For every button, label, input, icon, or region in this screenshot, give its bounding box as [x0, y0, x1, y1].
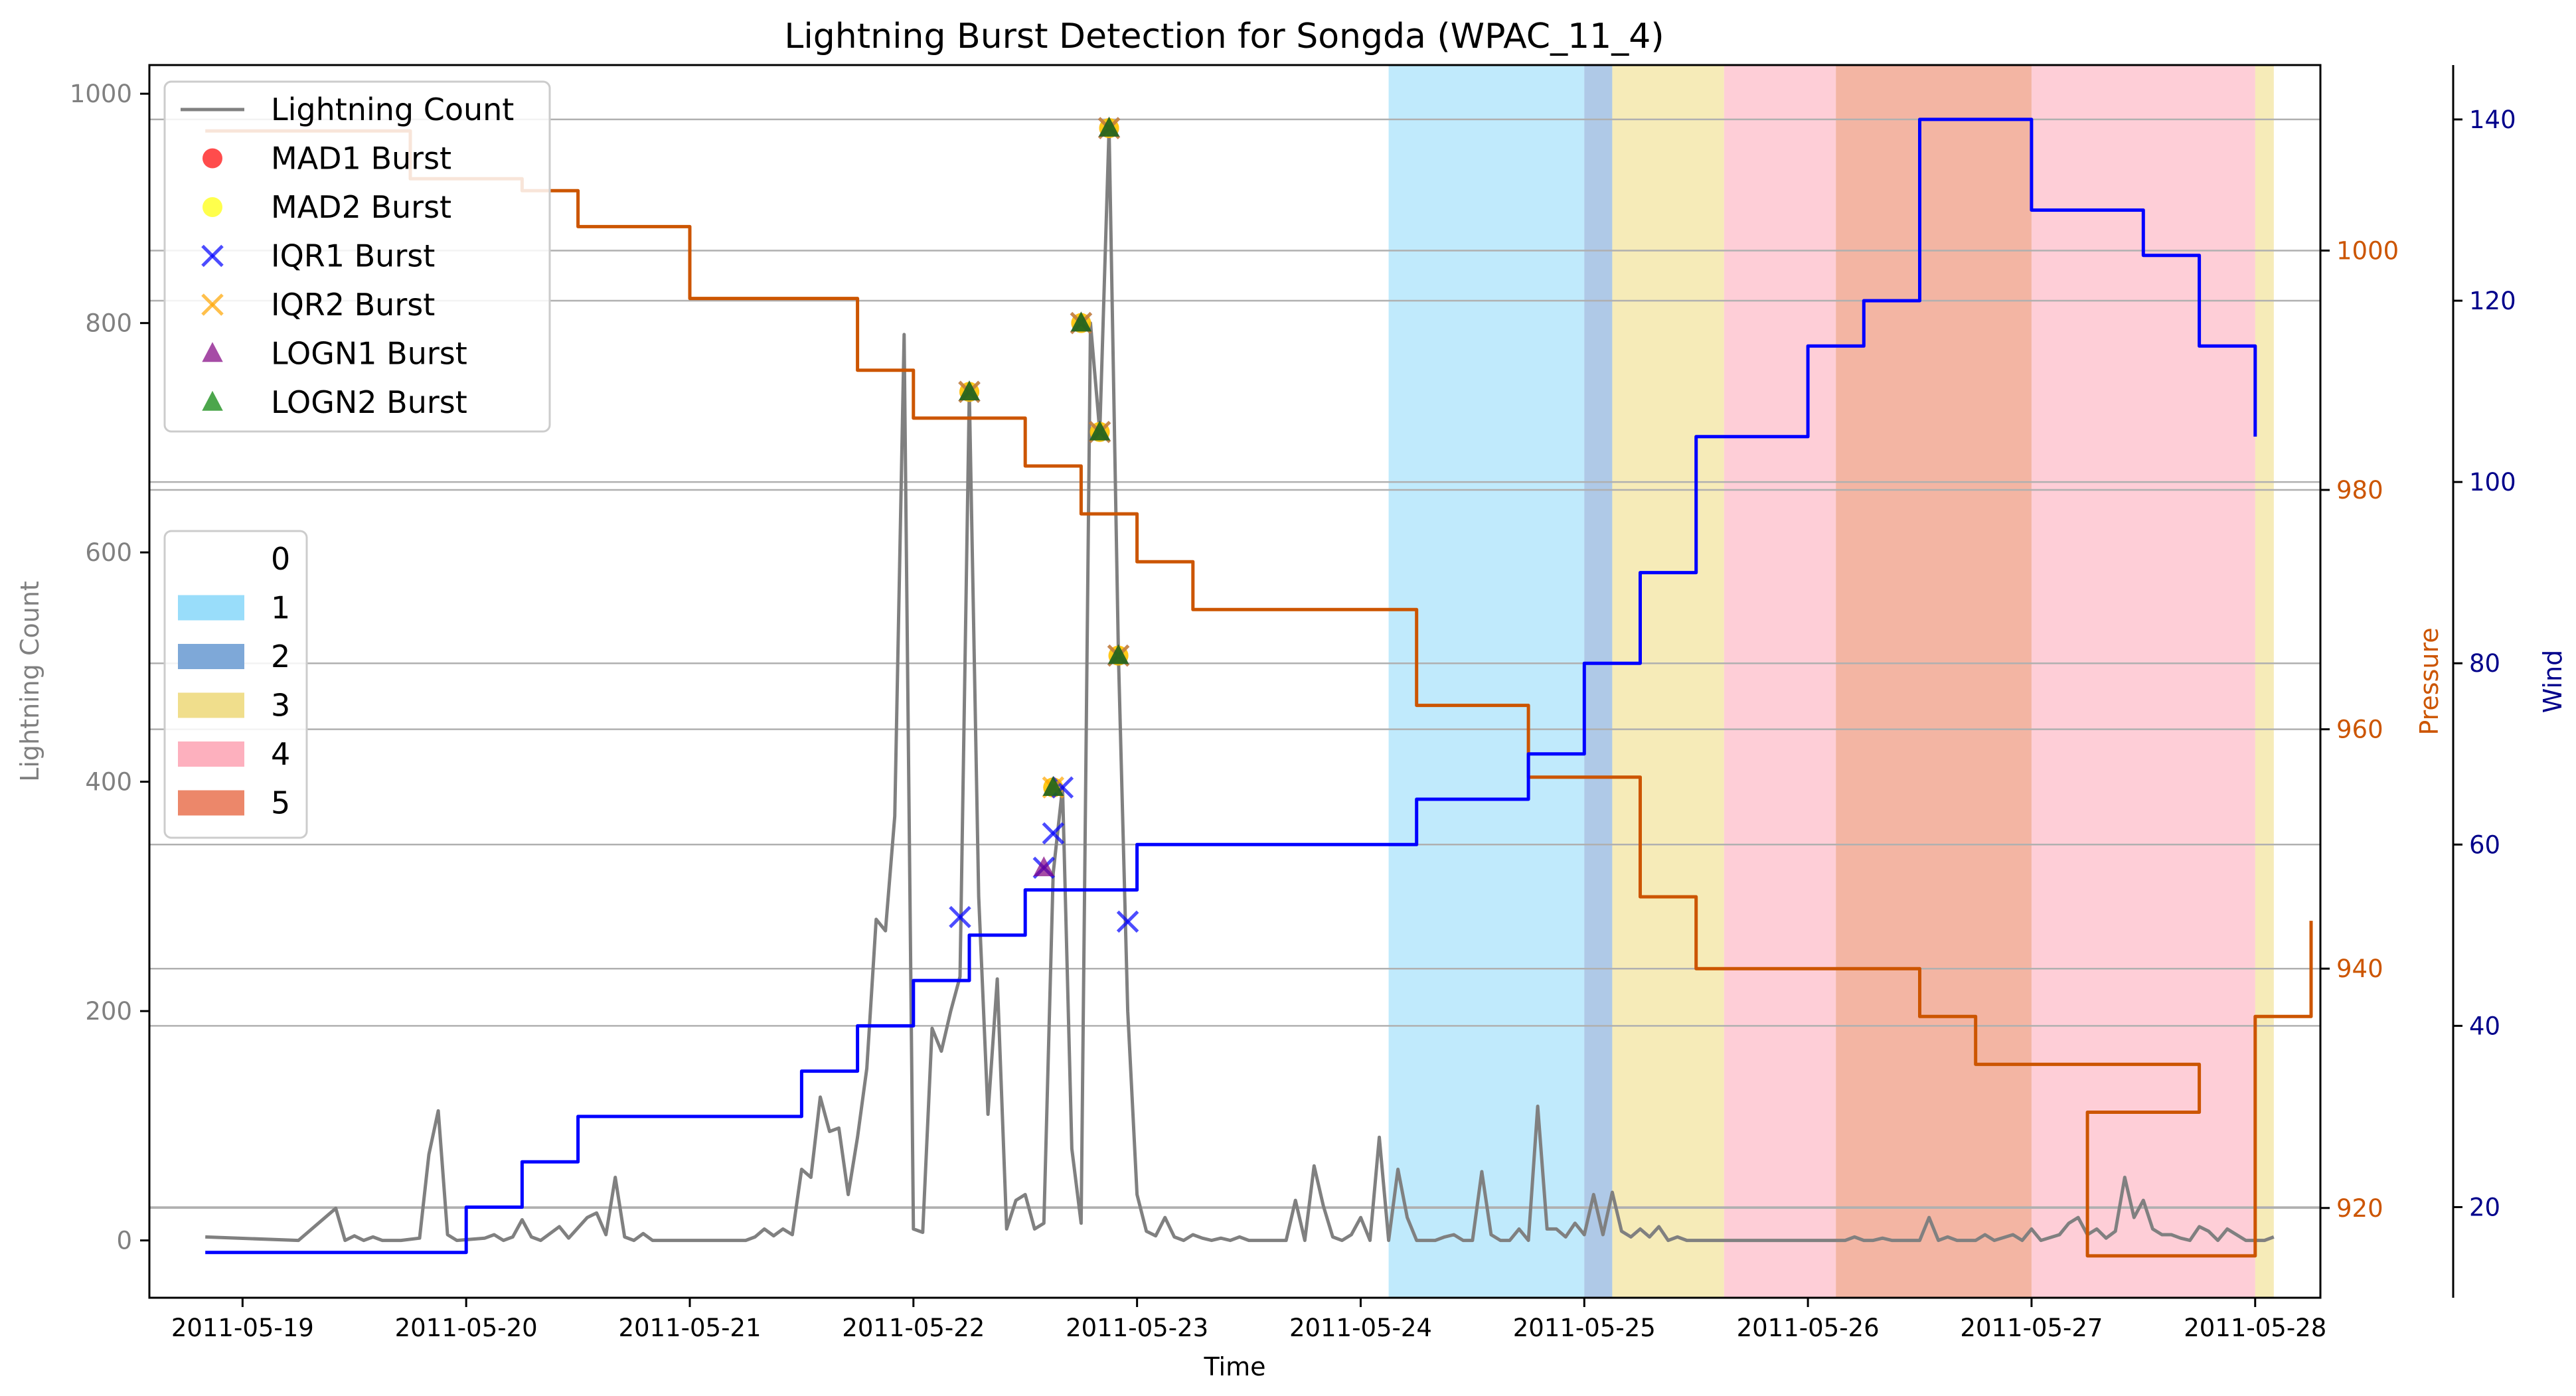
- category-legend: 0 1 2 3 4 5: [163, 530, 308, 839]
- legend-label-logn1-burst: LOGN1 Burst: [271, 336, 467, 372]
- x-tick-label: 2011-05-22: [842, 1314, 985, 1342]
- lightning-tick-label: 400: [85, 768, 132, 797]
- category-swatch-2: [178, 644, 244, 669]
- x-tick-label: 2011-05-27: [1960, 1314, 2103, 1342]
- category-swatch-5: [178, 790, 244, 816]
- wind-tick-label: 60: [2469, 830, 2500, 859]
- axes: 2011-05-19 2011-05-20 2011-05-21 2011-05-22…: [15, 64, 2567, 1381]
- legend-label-mad2-burst: MAD2 Burst: [271, 189, 451, 225]
- logn2-burst-marker-3: [1089, 420, 1111, 441]
- chart-title: Lightning Burst Detection for Songda (WP…: [784, 17, 1664, 56]
- category-swatch-4: [178, 741, 244, 767]
- category-swatch-0: [178, 546, 244, 572]
- category-band-4: [2031, 65, 2255, 1298]
- lightning-tick-label: 0: [116, 1227, 132, 1255]
- series-legend: Lightning Count MAD1 Burst MAD2 Burst IQR1 …: [163, 80, 551, 433]
- burst-markers: [949, 116, 1139, 933]
- iqr1-burst-marker-1-stroke-b: [949, 905, 971, 929]
- series-legend-frame: [163, 80, 551, 433]
- logn2-burst-marker-1: [1042, 776, 1064, 796]
- wind-tick-label: 140: [2469, 106, 2516, 134]
- x-tick-label: 2011-05-26: [1737, 1314, 1880, 1342]
- legend-swatch-logn2-burst: [202, 390, 223, 411]
- category-swatch-3: [178, 692, 244, 718]
- legend-swatch-iqr1-burst: [201, 244, 224, 268]
- x-tick-label: 2011-05-25: [1513, 1314, 1656, 1342]
- iqr1-burst-marker-9: [1116, 910, 1139, 933]
- lightning-tick-label: 200: [85, 997, 132, 1026]
- series-line-wind: [205, 117, 2257, 1255]
- wind-tick-label: 20: [2469, 1193, 2500, 1221]
- iqr1-burst-marker-1: [949, 905, 971, 929]
- legend-swatch-iqr2-burst: [201, 293, 224, 316]
- x-tick-label: 2011-05-19: [171, 1314, 314, 1342]
- legend-label-lightning-count: Lightning Count: [271, 92, 514, 127]
- wind-tick-label: 120: [2469, 287, 2516, 315]
- wind-tick-label: 80: [2469, 649, 2500, 678]
- iqr1-burst-marker-3-stroke-b: [1042, 822, 1065, 845]
- category-label-0: 0: [271, 541, 290, 577]
- x-tick-label: 2011-05-23: [1066, 1314, 1208, 1342]
- horizontal-gridlines: [149, 118, 2320, 1209]
- legend-label-logn2-burst: LOGN2 Burst: [271, 384, 467, 420]
- plot-frame: [148, 64, 2322, 1299]
- pressure-tick-label: 960: [2336, 716, 2383, 744]
- legend-swatch-mad2-burst: [202, 197, 222, 217]
- x-tick-label: 2011-05-21: [618, 1314, 761, 1342]
- pressure-tick-label: 980: [2336, 476, 2383, 504]
- logn1-burst-marker-1: [1033, 856, 1054, 876]
- category-label-5: 5: [271, 785, 290, 821]
- logn2-burst-marker-4: [1098, 116, 1120, 137]
- wind-tick-label: 100: [2469, 468, 2516, 497]
- category-band-2: [1584, 65, 1613, 1298]
- lightning-tick-label: 600: [85, 538, 132, 567]
- category-band-5: [1836, 65, 2032, 1298]
- pressure-tick-label: 920: [2336, 1194, 2383, 1223]
- iqr1-burst-marker-3: [1042, 822, 1065, 845]
- legend-label-iqr2-burst: IQR2 Burst: [271, 287, 435, 323]
- x-tick-label: 2011-05-20: [395, 1314, 538, 1342]
- category-band-3: [1612, 65, 1724, 1298]
- series-lines: [205, 117, 2313, 1258]
- category-label-3: 3: [271, 688, 290, 724]
- iqr1-burst-marker-9-stroke-b: [1116, 910, 1139, 933]
- lightning-axis-label: Lightning Count: [15, 581, 44, 782]
- category-label-2: 2: [271, 639, 290, 674]
- wind-tick-label: 40: [2469, 1012, 2500, 1040]
- logn2-burst-marker-5: [1107, 644, 1129, 664]
- legend-label-iqr1-burst: IQR1 Burst: [271, 238, 435, 274]
- x-tick-label: 2011-05-28: [2184, 1314, 2326, 1342]
- legend-swatch-logn1-burst: [202, 342, 223, 362]
- legend-swatch-iqr1-burst-stroke-b: [201, 244, 224, 268]
- legend-swatch-iqr2-burst-stroke-b: [201, 293, 224, 316]
- legend-swatch-mad1-burst: [202, 148, 222, 169]
- pressure-tick-label: 940: [2336, 955, 2383, 983]
- pressure-tick-label: 1000: [2336, 236, 2399, 265]
- category-bands: [1388, 65, 2274, 1298]
- lightning-tick-label: 1000: [70, 80, 132, 108]
- lightning-tick-label: 800: [85, 309, 132, 338]
- wind-axis-label: Wind: [2538, 650, 2567, 714]
- x-axis-label: Time: [1204, 1352, 1266, 1381]
- category-band-1: [1388, 65, 1585, 1298]
- series-line-pressure: [205, 129, 2313, 1258]
- logn2-burst-marker-0: [959, 380, 980, 401]
- category-label-4: 4: [271, 736, 290, 772]
- series-line-lightning-count: [205, 126, 2275, 1243]
- category-label-1: 1: [271, 590, 290, 626]
- category-band-3: [2255, 65, 2274, 1298]
- category-band-4: [1724, 65, 1836, 1298]
- x-tick-label: 2011-05-24: [1289, 1314, 1432, 1342]
- logn2-burst-marker-2: [1070, 311, 1092, 332]
- pressure-axis-label: Pressure: [2415, 627, 2444, 735]
- category-swatch-1: [178, 595, 244, 621]
- legend-label-mad1-burst: MAD1 Burst: [271, 141, 451, 177]
